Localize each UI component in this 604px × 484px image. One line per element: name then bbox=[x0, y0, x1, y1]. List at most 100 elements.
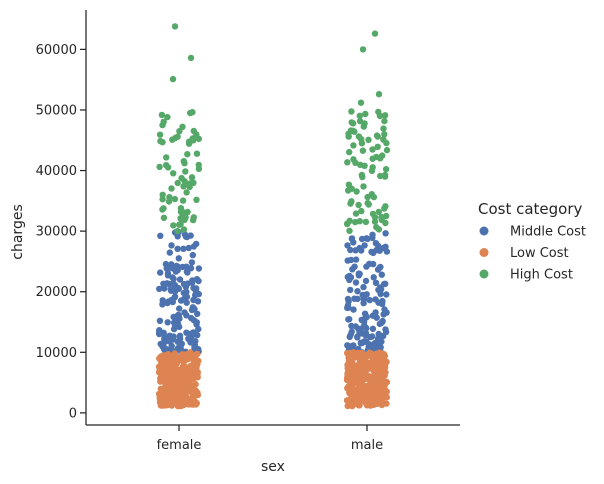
high-cost-point bbox=[346, 217, 353, 224]
high-cost-point bbox=[374, 143, 381, 150]
y-tick-label: 40000 bbox=[36, 164, 77, 179]
middle-cost-point bbox=[347, 246, 354, 254]
middle-cost-point bbox=[355, 270, 362, 277]
high-cost-point bbox=[359, 173, 366, 181]
low-cost-point bbox=[173, 358, 180, 365]
high-cost-point bbox=[188, 174, 196, 181]
middle-cost-point bbox=[157, 340, 164, 348]
high-cost-point bbox=[383, 212, 390, 220]
high-cost-point bbox=[346, 148, 353, 156]
middle-cost-point bbox=[192, 338, 199, 345]
high-cost-point bbox=[164, 113, 171, 121]
y-tick-label: 60000 bbox=[36, 43, 77, 58]
middle-cost-point bbox=[190, 329, 197, 336]
middle-cost-point bbox=[363, 313, 370, 321]
middle-cost-point bbox=[174, 338, 181, 345]
low-cost-point bbox=[370, 392, 377, 399]
high-cost-point bbox=[346, 227, 353, 234]
middle-cost-point bbox=[382, 280, 389, 287]
high-cost-point bbox=[164, 164, 172, 171]
high-cost-point bbox=[379, 152, 386, 159]
middle-cost-point bbox=[164, 270, 172, 277]
middle-cost-point bbox=[174, 245, 181, 252]
high-cost-point bbox=[352, 210, 360, 217]
high-cost-point bbox=[362, 110, 369, 118]
high-cost-point bbox=[156, 131, 164, 138]
high-cost-point bbox=[159, 206, 166, 213]
high-cost-point bbox=[189, 216, 197, 224]
low-cost-point bbox=[362, 358, 370, 365]
y-tick-label: 0 bbox=[69, 406, 77, 421]
middle-cost-point bbox=[369, 231, 376, 238]
middle-cost-point bbox=[375, 335, 382, 342]
middle-cost-point bbox=[344, 342, 351, 349]
low-cost-point bbox=[165, 353, 173, 360]
high-cost-point bbox=[365, 136, 372, 143]
low-cost-point bbox=[352, 364, 359, 372]
high-cost-point bbox=[378, 216, 385, 224]
high-cost-point bbox=[170, 222, 177, 229]
middle-cost-point bbox=[354, 288, 361, 295]
high-cost-point bbox=[190, 179, 197, 186]
high-cost-point bbox=[169, 75, 177, 83]
legend-marker-low-cost bbox=[479, 248, 489, 257]
low-cost-point bbox=[167, 383, 175, 390]
middle-cost-point bbox=[175, 255, 182, 262]
high-cost-point bbox=[169, 136, 176, 143]
high-cost-point bbox=[381, 117, 388, 125]
low-cost-point bbox=[378, 385, 385, 392]
middle-cost-point bbox=[379, 297, 386, 305]
middle-cost-point bbox=[373, 247, 380, 254]
middle-cost-point bbox=[370, 274, 377, 281]
low-cost-point bbox=[363, 351, 370, 359]
low-cost-point bbox=[186, 387, 194, 394]
middle-cost-point bbox=[366, 260, 373, 267]
low-cost-point bbox=[358, 360, 365, 368]
high-cost-point bbox=[159, 121, 166, 129]
middle-cost-point bbox=[372, 309, 379, 316]
legend-title: Cost category bbox=[478, 200, 583, 218]
middle-cost-point bbox=[366, 296, 373, 304]
high-cost-point bbox=[376, 112, 384, 120]
middle-cost-point bbox=[180, 245, 187, 252]
low-cost-point bbox=[343, 397, 351, 404]
high-cost-point bbox=[195, 135, 202, 142]
y-tick-label: 20000 bbox=[36, 285, 77, 300]
high-cost-point bbox=[381, 131, 388, 138]
high-cost-point bbox=[345, 187, 352, 194]
middle-cost-point bbox=[193, 285, 200, 292]
high-cost-point bbox=[352, 218, 359, 226]
middle-cost-point bbox=[348, 328, 355, 335]
high-cost-point bbox=[183, 189, 190, 196]
high-cost-point bbox=[383, 146, 391, 154]
high-cost-point bbox=[159, 139, 166, 146]
legend: Cost category Middle Cost Low Cost High Co… bbox=[478, 200, 586, 283]
high-cost-point bbox=[185, 140, 193, 147]
middle-cost-point bbox=[163, 280, 171, 287]
middle-cost-point bbox=[177, 297, 185, 304]
low-cost-point bbox=[175, 382, 182, 389]
high-cost-point bbox=[171, 23, 179, 30]
middle-cost-point bbox=[187, 265, 195, 272]
low-cost-point bbox=[177, 366, 184, 373]
low-cost-point bbox=[347, 349, 354, 357]
high-cost-point bbox=[381, 171, 389, 179]
low-cost-point bbox=[175, 401, 182, 408]
low-cost-point bbox=[156, 368, 163, 375]
middle-cost-point bbox=[377, 263, 384, 271]
middle-cost-point bbox=[194, 310, 201, 317]
y-tick-label: 50000 bbox=[36, 103, 77, 118]
middle-cost-point bbox=[364, 235, 371, 243]
low-cost-point bbox=[379, 369, 386, 377]
middle-cost-point bbox=[383, 309, 390, 316]
middle-cost-point bbox=[185, 244, 192, 252]
middle-cost-point bbox=[344, 257, 351, 264]
middle-cost-point bbox=[188, 314, 195, 322]
high-cost-point bbox=[195, 165, 203, 172]
x-tick-label: female bbox=[157, 438, 202, 453]
legend-marker-middle-cost bbox=[479, 226, 489, 236]
high-cost-point bbox=[184, 151, 191, 158]
middle-cost-point bbox=[362, 277, 370, 285]
middle-cost-point bbox=[346, 333, 353, 341]
high-cost-point bbox=[347, 200, 354, 207]
